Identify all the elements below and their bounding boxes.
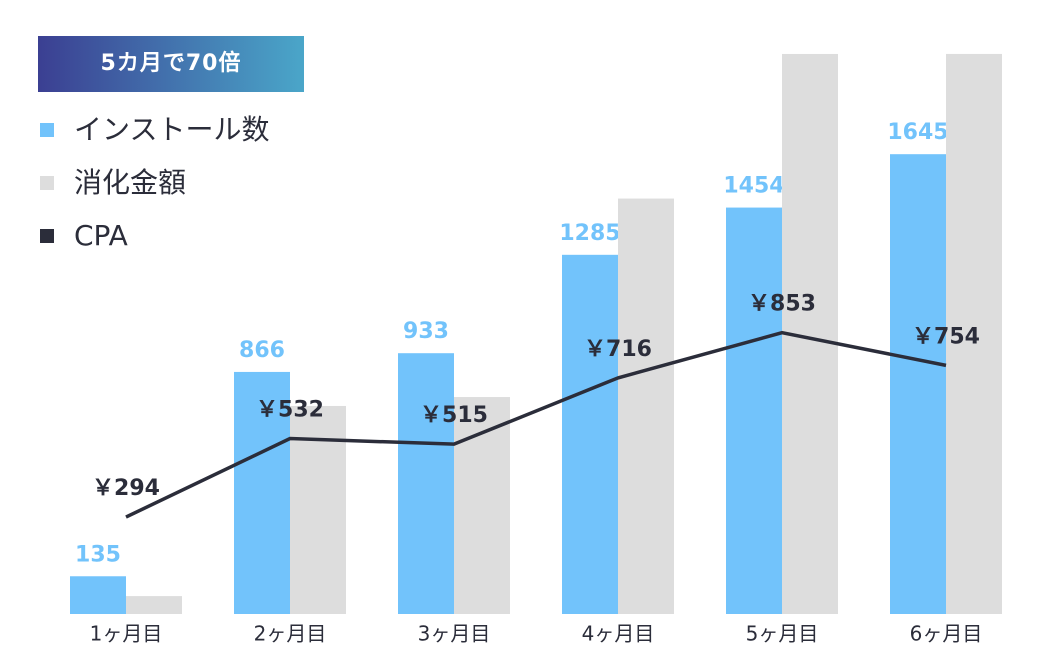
x-tick-label: 6ヶ月目	[910, 622, 983, 646]
x-tick-label: 3ヶ月目	[418, 622, 491, 646]
x-tick-label: 2ヶ月目	[254, 622, 327, 646]
bar	[618, 198, 674, 614]
bar	[454, 397, 510, 614]
legend-swatch	[40, 176, 54, 190]
legend-label: 消化金額	[74, 166, 186, 199]
value-label: 933	[403, 319, 449, 344]
legend-label: CPA	[74, 219, 128, 252]
line-label: ￥515	[420, 403, 488, 428]
bar	[726, 207, 782, 614]
legend-swatch	[40, 123, 54, 137]
value-label: 135	[75, 542, 121, 567]
x-tick-label: 1ヶ月目	[90, 622, 163, 646]
bar	[946, 53, 1002, 614]
legend-label: インストール数	[74, 113, 269, 146]
line	[125, 330, 947, 519]
bar	[890, 154, 946, 614]
bar	[126, 596, 182, 614]
bar	[562, 254, 618, 615]
badge: 5カ月で70倍	[38, 36, 304, 92]
value-label: 866	[239, 338, 285, 363]
x-tick-label: 4ヶ月目	[582, 622, 655, 646]
bar	[70, 576, 126, 614]
value-label: 1645	[887, 120, 948, 145]
bar	[398, 353, 454, 614]
bar	[234, 371, 290, 614]
legend-swatch	[40, 229, 54, 243]
x-tick-label: 5ヶ月目	[746, 622, 819, 646]
line-label: ￥532	[256, 398, 324, 423]
line-label: ￥754	[912, 324, 980, 349]
line-label: ￥294	[92, 476, 160, 501]
value-label: 1454	[723, 174, 784, 199]
value-label: 1285	[559, 221, 620, 246]
line-label: ￥716	[584, 337, 652, 362]
line-label: ￥853	[748, 292, 816, 317]
